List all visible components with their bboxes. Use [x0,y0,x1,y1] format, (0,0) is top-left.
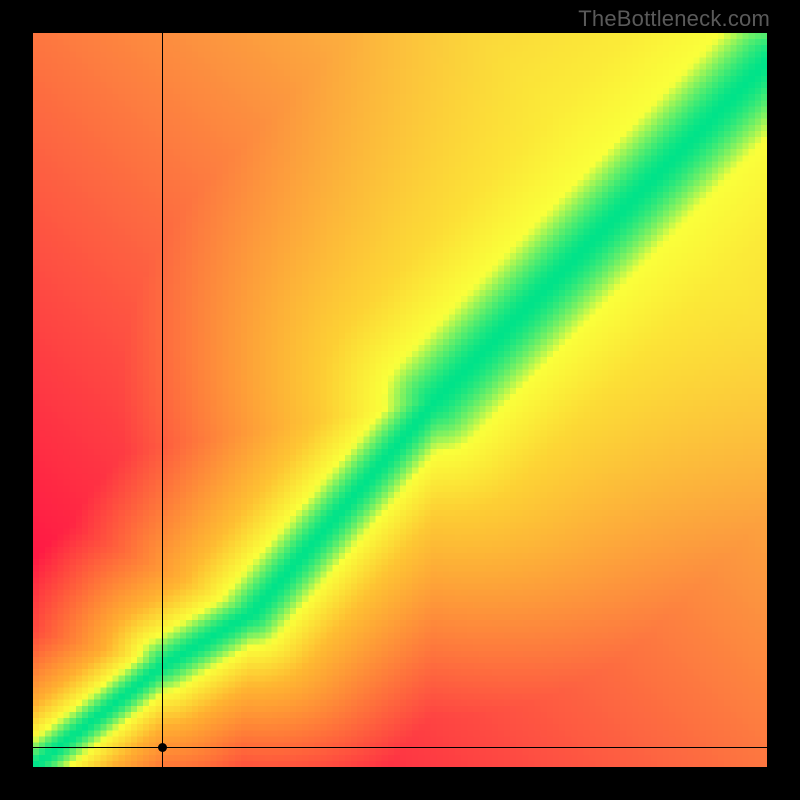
bottleneck-heatmap [33,33,767,767]
crosshair-horizontal [33,747,767,748]
watermark-text: TheBottleneck.com [578,6,770,32]
crosshair-vertical [162,33,163,767]
